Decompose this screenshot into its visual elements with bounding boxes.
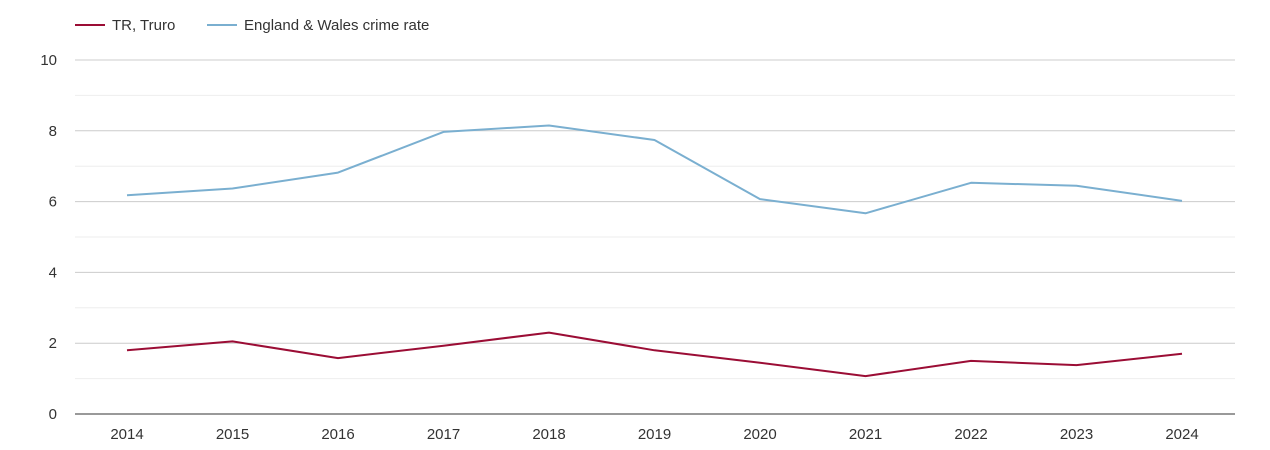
series-line-truro[interactable]: [126, 331, 1183, 378]
y-tick-label: 10: [40, 52, 57, 69]
data-point-truro[interactable]: [228, 336, 238, 346]
data-point-truro[interactable]: [755, 358, 765, 368]
data-point-england-wales[interactable]: [544, 120, 554, 130]
y-tick-label: 8: [49, 123, 57, 140]
series-line-england-wales[interactable]: [126, 124, 1183, 215]
x-tick-label: 2019: [638, 426, 671, 443]
data-point-england-wales[interactable]: [1177, 196, 1187, 206]
data-point-england-wales[interactable]: [861, 208, 871, 218]
y-tick-label: 0: [49, 406, 57, 423]
y-tick-label: 6: [49, 194, 57, 211]
data-point-truro[interactable]: [544, 328, 554, 338]
x-axis-ticks: 2014 2015 2016 2017 2018 2019 2020 2021 2022 2023…: [110, 426, 1198, 443]
data-point-truro[interactable]: [333, 353, 343, 363]
x-tick-label: 2017: [427, 426, 460, 443]
x-tick-label: 2018: [532, 426, 565, 443]
data-point-truro[interactable]: [650, 345, 660, 355]
data-point-england-wales[interactable]: [122, 190, 132, 200]
data-point-truro[interactable]: [861, 371, 871, 381]
x-tick-label: 2024: [1165, 426, 1198, 443]
legend-label-england-wales: England & Wales crime rate: [244, 17, 429, 34]
data-point-truro[interactable]: [1072, 360, 1082, 370]
data-point-england-wales[interactable]: [333, 168, 343, 178]
x-tick-label: 2015: [216, 426, 249, 443]
legend-label-truro: TR, Truro: [112, 17, 175, 34]
gridlines: [75, 59, 1235, 380]
legend-item-truro[interactable]: TR, Truro: [75, 17, 175, 34]
data-point-truro[interactable]: [966, 356, 976, 366]
y-axis-ticks: 0 2 4 6 8 10: [40, 52, 57, 423]
legend-item-england-wales[interactable]: England & Wales crime rate: [207, 17, 429, 34]
x-tick-label: 2021: [849, 426, 882, 443]
data-point-england-wales[interactable]: [650, 135, 660, 145]
x-tick-label: 2020: [743, 426, 776, 443]
data-point-truro[interactable]: [439, 341, 449, 351]
data-point-england-wales[interactable]: [1072, 181, 1082, 191]
series-layer: [122, 120, 1187, 381]
x-tick-label: 2023: [1060, 426, 1093, 443]
x-tick-label: 2016: [321, 426, 354, 443]
legend: TR, Truro England & Wales crime rate: [75, 17, 429, 34]
y-tick-label: 4: [49, 264, 57, 281]
data-point-england-wales[interactable]: [966, 178, 976, 188]
data-point-truro[interactable]: [122, 345, 132, 355]
y-tick-label: 2: [49, 335, 57, 352]
x-tick-label: 2014: [110, 426, 143, 443]
data-point-england-wales[interactable]: [228, 184, 238, 194]
x-tick-label: 2022: [954, 426, 987, 443]
data-point-truro[interactable]: [1177, 349, 1187, 359]
data-point-england-wales[interactable]: [439, 127, 449, 137]
data-point-england-wales[interactable]: [755, 194, 765, 204]
